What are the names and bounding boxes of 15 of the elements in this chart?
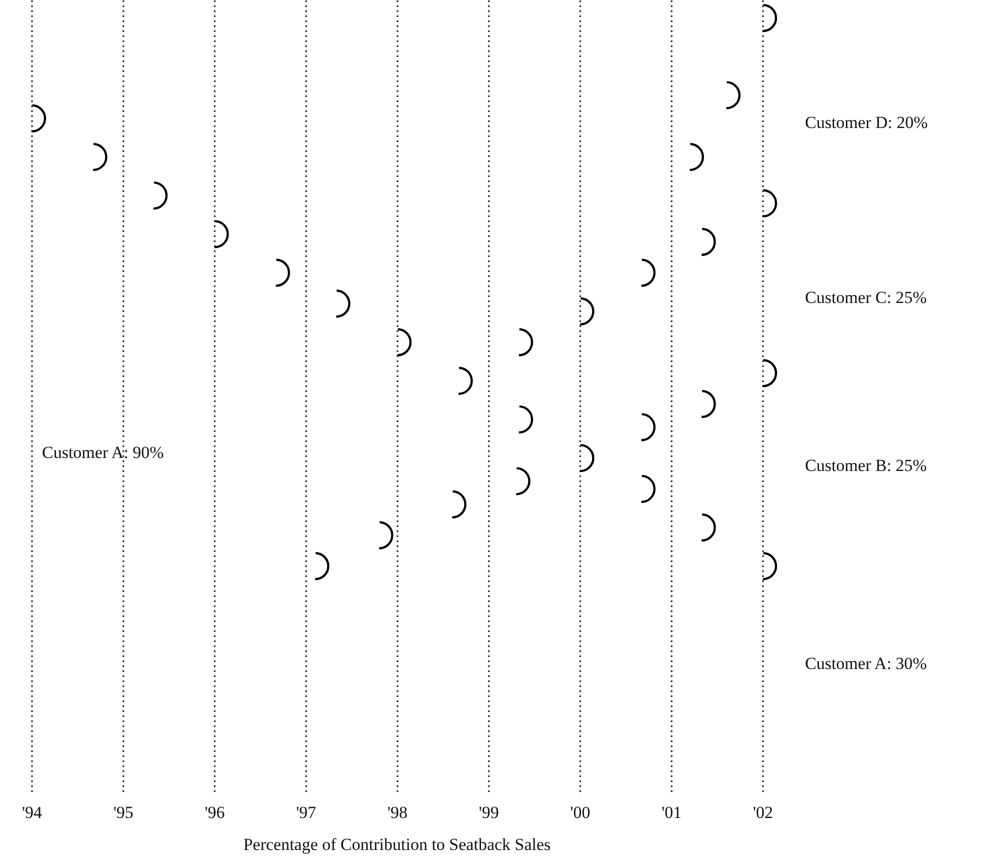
x-tick-label: '00 — [570, 803, 590, 822]
x-tick-label: '99 — [478, 803, 499, 822]
annotation: Customer A: 90% — [42, 442, 164, 462]
text: Customer C: 25% — [805, 288, 927, 307]
x-tick-label: '95 — [113, 803, 134, 822]
text: Customer A: 30% — [805, 654, 927, 673]
text: Customer B: 25% — [805, 456, 927, 475]
x-tick-label: '02 — [752, 803, 774, 822]
text: Customer D: 20% — [805, 112, 928, 132]
x-tick-label: '96 — [204, 803, 225, 822]
x-tick-label: '94 — [22, 803, 43, 822]
x-axis-title: Percentage of Contribution to Seatback Sales — [243, 835, 551, 854]
x-tick-label: '97 — [296, 803, 317, 822]
x-tick-label: '01 — [662, 803, 682, 822]
x-tick-label: '98 — [387, 803, 408, 822]
